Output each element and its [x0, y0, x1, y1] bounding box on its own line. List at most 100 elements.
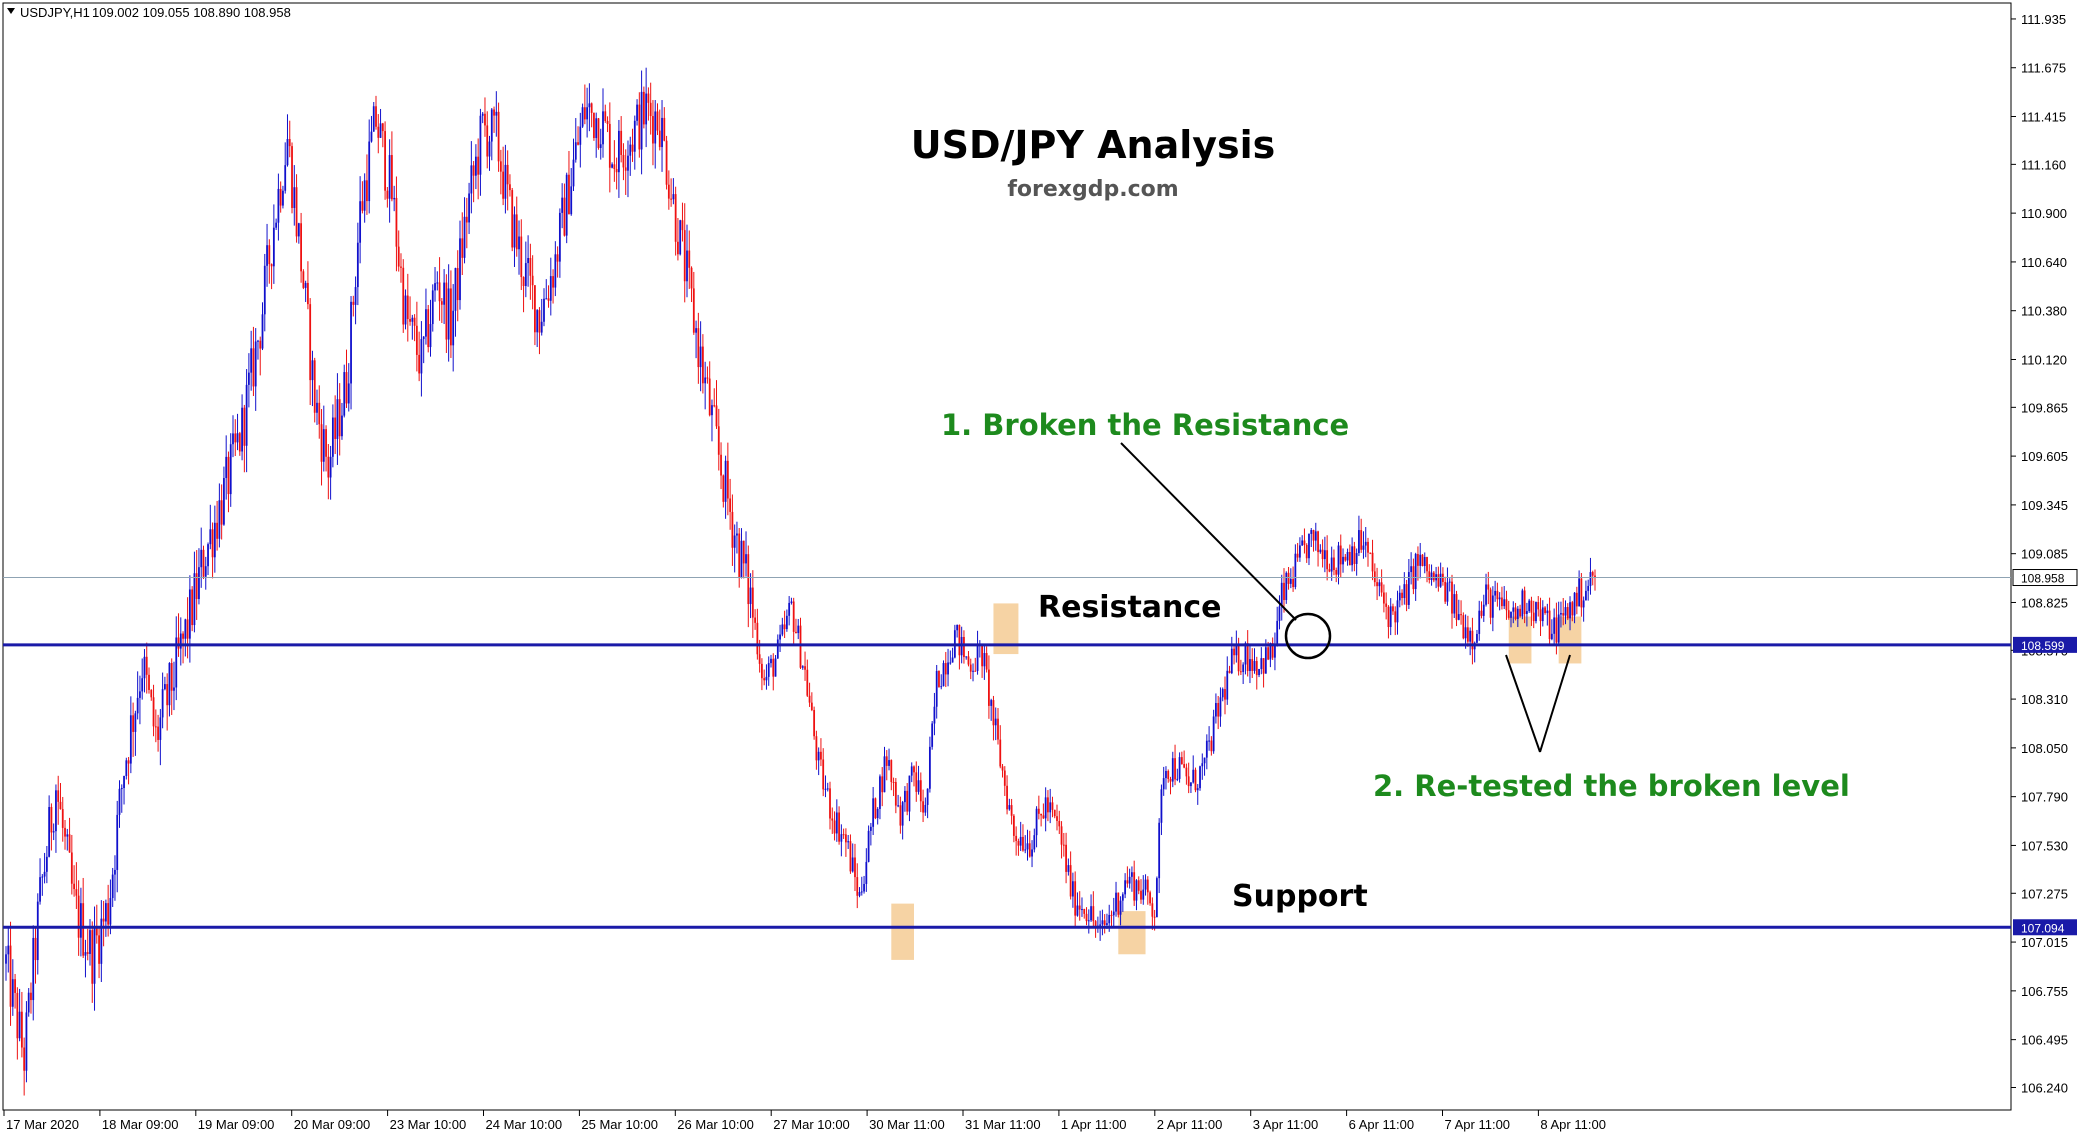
- candle-body: [1496, 590, 1499, 600]
- candle-body: [1485, 584, 1487, 605]
- price-tick-label: 110.900: [2021, 206, 2067, 221]
- candle-body: [618, 130, 620, 173]
- candle-body: [686, 250, 688, 282]
- candle-body: [1276, 620, 1279, 644]
- candle-body: [820, 751, 822, 760]
- candle-body: [1498, 597, 1501, 600]
- candle-body: [1487, 584, 1490, 590]
- time-tick-label: 6 Apr 11:00: [1349, 1117, 1415, 1132]
- candle-body: [1135, 880, 1138, 901]
- candle-body: [699, 346, 702, 368]
- candle-body: [1110, 914, 1113, 916]
- candle-body: [1081, 909, 1083, 911]
- candle-body: [944, 663, 947, 675]
- time-tick-label: 25 Mar 10:00: [581, 1117, 658, 1132]
- candle-body: [1394, 611, 1397, 623]
- support-price-tag-label: 107.094: [2021, 921, 2065, 935]
- candle-body: [497, 111, 500, 162]
- candle-body: [1101, 920, 1104, 925]
- candle-body: [139, 691, 141, 698]
- candle-body: [477, 156, 480, 175]
- candle-body: [672, 194, 675, 200]
- candle-body: [1237, 644, 1240, 672]
- candle-body: [1242, 664, 1245, 673]
- candle-body: [338, 399, 341, 437]
- candle-body: [1033, 835, 1036, 850]
- candle-body: [170, 663, 173, 691]
- candle-body: [867, 830, 870, 862]
- candle-body: [198, 567, 200, 600]
- candle-body: [835, 812, 838, 834]
- candle-body: [202, 549, 205, 577]
- candle-body: [1133, 872, 1136, 901]
- collapse-triangle-icon[interactable]: [7, 8, 15, 14]
- candle-body: [48, 806, 51, 857]
- ohlc-readout: 109.002 109.055 108.890 108.958: [92, 5, 291, 20]
- candle-body: [931, 723, 934, 747]
- candle-body: [1405, 584, 1408, 605]
- candle-body: [690, 267, 693, 289]
- candle-body: [813, 709, 816, 737]
- candle-body: [711, 405, 713, 416]
- candle-body: [656, 111, 659, 131]
- candle-body: [1432, 572, 1435, 581]
- candle-body: [225, 456, 228, 479]
- candle-body: [568, 174, 570, 215]
- candle-body: [724, 460, 727, 502]
- candle-body: [73, 883, 75, 890]
- candle-body: [779, 634, 781, 640]
- candle-body: [9, 945, 12, 1007]
- candle-body: [985, 653, 988, 670]
- candle-body: [1446, 582, 1449, 602]
- candle-body: [829, 788, 831, 819]
- candle-body: [1253, 660, 1256, 671]
- candle-body: [411, 317, 414, 322]
- candle-body: [164, 684, 166, 690]
- candle-body: [488, 141, 491, 157]
- candle-body: [45, 856, 48, 872]
- candle-body: [490, 109, 493, 142]
- candle-body: [1451, 581, 1453, 614]
- candle-body: [747, 554, 750, 605]
- candle-body: [847, 841, 850, 843]
- candle-body: [211, 529, 214, 558]
- candle-body: [969, 664, 972, 672]
- candle-body: [395, 197, 398, 247]
- candle-body: [1169, 778, 1172, 782]
- candle-body: [879, 776, 881, 809]
- candle-body: [622, 154, 625, 168]
- candle-body: [1539, 609, 1542, 622]
- candle-body: [1319, 549, 1322, 553]
- candle-body: [1069, 865, 1072, 897]
- candle-body: [1521, 590, 1524, 617]
- candle-body: [1501, 597, 1503, 607]
- candle-body: [674, 194, 677, 242]
- candle-body: [1335, 569, 1338, 575]
- candle-body: [1274, 643, 1276, 658]
- candle-body: [43, 871, 46, 877]
- retest-pointer-right: [1539, 654, 1571, 753]
- candle-body: [61, 809, 64, 828]
- candle-body: [1115, 892, 1117, 912]
- candle-body: [524, 263, 527, 287]
- candle-body: [1530, 600, 1533, 613]
- candle-body: [1108, 914, 1111, 924]
- candle-body: [481, 113, 484, 116]
- candle-body: [947, 662, 949, 675]
- candlestick-series: [5, 67, 1596, 1096]
- candle-body: [434, 283, 436, 291]
- candle-body: [263, 265, 266, 315]
- candle-body: [972, 670, 974, 672]
- candle-body: [352, 301, 355, 305]
- candle-body: [468, 193, 470, 223]
- candle-body: [740, 540, 743, 578]
- candle-body: [1398, 592, 1401, 601]
- candle-body: [1528, 600, 1531, 612]
- candle-body: [50, 806, 53, 833]
- candle-body: [801, 666, 804, 668]
- candle-body: [661, 117, 663, 148]
- candle-body: [824, 788, 827, 790]
- candle-body: [1333, 557, 1335, 570]
